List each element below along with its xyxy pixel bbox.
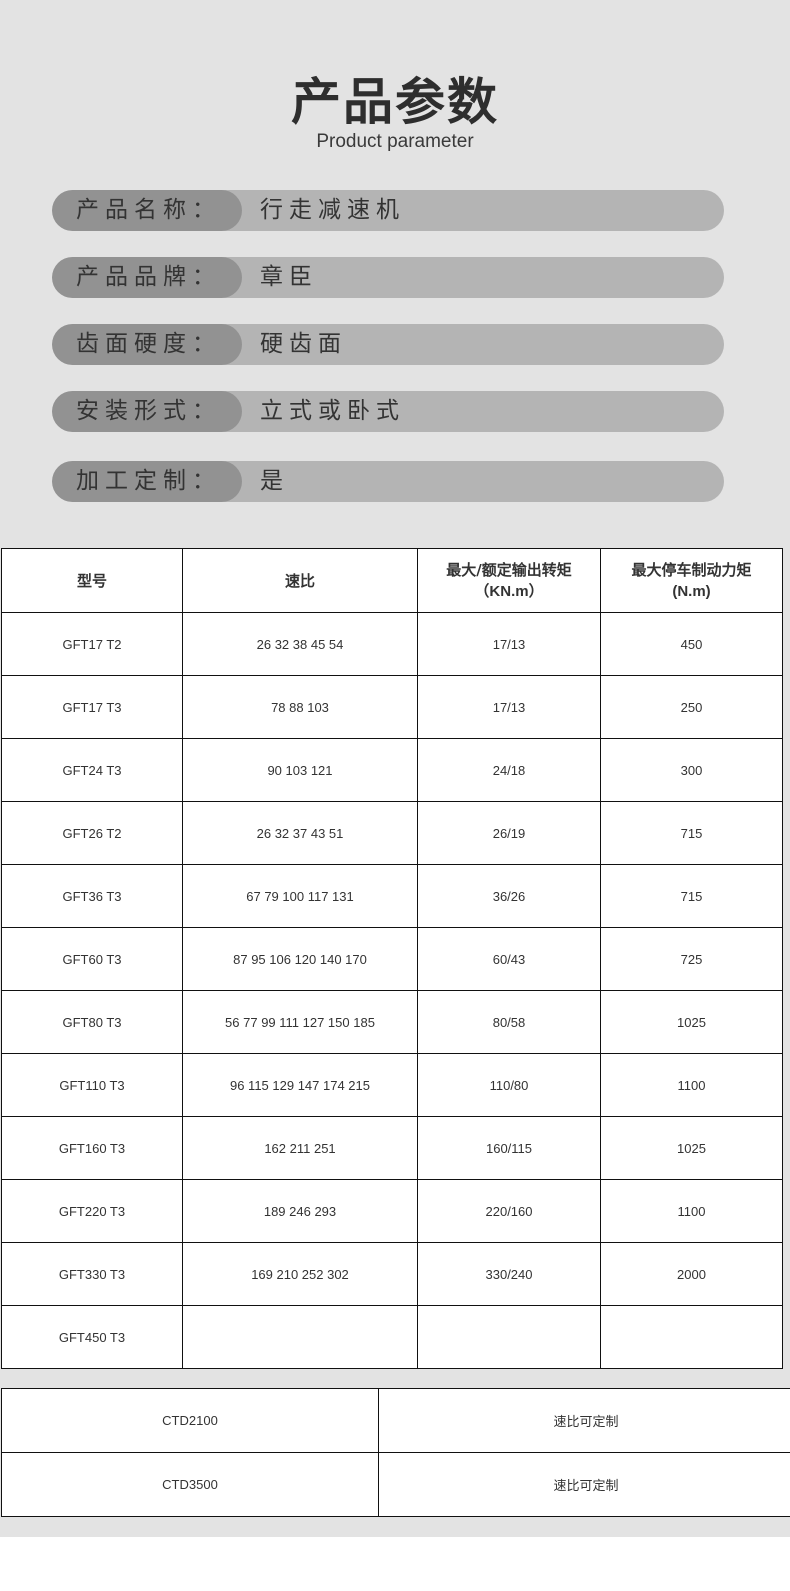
table-cell: GFT330 T3 bbox=[1, 1242, 183, 1306]
spec-row: 安装形式： 立式或卧式 bbox=[52, 391, 724, 432]
spec-value: 行走减速机 bbox=[260, 197, 405, 223]
table-row: GFT60 T3 87 95 106 120 140 170 60/43 725 bbox=[1, 927, 783, 991]
header-unit: (N.m) bbox=[672, 582, 711, 600]
table-row: GFT26 T2 26 32 37 43 51 26/19 715 bbox=[1, 801, 783, 865]
spec-value: 章臣 bbox=[260, 264, 318, 290]
table-cell: 36/26 bbox=[417, 864, 601, 928]
table-row: GFT450 T3 bbox=[1, 1305, 783, 1369]
table-cell: GFT450 T3 bbox=[1, 1305, 183, 1369]
table-cell: 110/80 bbox=[417, 1053, 601, 1117]
table-cell: GFT26 T2 bbox=[1, 801, 183, 865]
table-row: GFT17 T2 26 32 38 45 54 17/13 450 bbox=[1, 612, 783, 676]
spec-label: 产品名称： bbox=[52, 190, 242, 231]
table-cell bbox=[600, 1305, 783, 1369]
table-row: GFT110 T3 96 115 129 147 174 215 110/80 110… bbox=[1, 1053, 783, 1117]
spec-value: 立式或卧式 bbox=[260, 398, 405, 424]
table-cell: 2000 bbox=[600, 1242, 783, 1306]
table-cell: 300 bbox=[600, 738, 783, 802]
table-cell: GFT220 T3 bbox=[1, 1179, 183, 1243]
table-cell: 17/13 bbox=[417, 675, 601, 739]
table-cell: 450 bbox=[600, 612, 783, 676]
table-header-row: 型号 速比 最大/额定输出转矩 （KN.m） 最大停车制动力矩 (N.m) bbox=[1, 548, 783, 613]
table-cell: 78 88 103 bbox=[182, 675, 418, 739]
table-cell bbox=[417, 1305, 601, 1369]
table-cell: 67 79 100 117 131 bbox=[182, 864, 418, 928]
table-cell: 1100 bbox=[600, 1053, 783, 1117]
column-header: 最大停车制动力矩 (N.m) bbox=[600, 548, 783, 613]
spec-label: 安装形式： bbox=[52, 391, 242, 432]
spec-label: 加工定制： bbox=[52, 461, 242, 502]
table-cell: CTD3500 bbox=[1, 1452, 379, 1517]
table-row: GFT24 T3 90 103 121 24/18 300 bbox=[1, 738, 783, 802]
page-subtitle: Product parameter bbox=[316, 131, 474, 152]
table-cell: 60/43 bbox=[417, 927, 601, 991]
header-line1: 速比 bbox=[284, 571, 315, 590]
table-cell: 160/115 bbox=[417, 1116, 601, 1180]
table-cell: 1100 bbox=[600, 1179, 783, 1243]
table-cell: 速比可定制 bbox=[378, 1452, 790, 1517]
spec-row: 加工定制： 是 bbox=[52, 461, 724, 502]
table-cell: GFT17 T3 bbox=[1, 675, 183, 739]
table-cell: 96 115 129 147 174 215 bbox=[182, 1053, 418, 1117]
table-cell: 250 bbox=[600, 675, 783, 739]
header-line1: 型号 bbox=[76, 571, 107, 590]
column-header: 型号 bbox=[1, 548, 183, 613]
table-cell: 169 210 252 302 bbox=[182, 1242, 418, 1306]
table-cell: 26 32 37 43 51 bbox=[182, 801, 418, 865]
spec-row: 齿面硬度： 硬齿面 bbox=[52, 324, 724, 365]
table-cell: 56 77 99 111 127 150 185 bbox=[182, 990, 418, 1054]
table-cell: 725 bbox=[600, 927, 783, 991]
header-unit: （KN.m） bbox=[474, 582, 544, 600]
table-cell: 1025 bbox=[600, 1116, 783, 1180]
table-row: GFT330 T3 169 210 252 302 330/240 2000 bbox=[1, 1242, 783, 1306]
table-cell: 715 bbox=[600, 801, 783, 865]
table-row: CTD2100 速比可定制 bbox=[1, 1388, 790, 1453]
table-cell: 26 32 38 45 54 bbox=[182, 612, 418, 676]
table-cell: 1025 bbox=[600, 990, 783, 1054]
table-cell: 330/240 bbox=[417, 1242, 601, 1306]
spec-label: 齿面硬度： bbox=[52, 324, 242, 365]
table-cell: 速比可定制 bbox=[378, 1388, 790, 1453]
parameter-table: 型号 速比 最大/额定输出转矩 （KN.m） 最大停车制动力矩 (N.m) GFT17 T… bbox=[1, 548, 783, 1369]
table-cell: GFT110 T3 bbox=[1, 1053, 183, 1117]
table-cell: 220/160 bbox=[417, 1179, 601, 1243]
table-cell: 715 bbox=[600, 864, 783, 928]
table-cell: 189 246 293 bbox=[182, 1179, 418, 1243]
table-row: CTD3500 速比可定制 bbox=[1, 1452, 790, 1517]
table-cell: 90 103 121 bbox=[182, 738, 418, 802]
table-cell: GFT36 T3 bbox=[1, 864, 183, 928]
table-row: GFT220 T3 189 246 293 220/160 1100 bbox=[1, 1179, 783, 1243]
custom-model-table: CTD2100 速比可定制 CTD3500 速比可定制 bbox=[1, 1388, 790, 1517]
spec-value: 是 bbox=[260, 468, 289, 494]
column-header: 最大/额定输出转矩 （KN.m） bbox=[417, 548, 601, 613]
table-cell: GFT24 T3 bbox=[1, 738, 183, 802]
page-title: 产品参数 bbox=[291, 73, 499, 131]
table-cell: 24/18 bbox=[417, 738, 601, 802]
table-cell: GFT60 T3 bbox=[1, 927, 183, 991]
table-cell: CTD2100 bbox=[1, 1388, 379, 1453]
table-row: GFT36 T3 67 79 100 117 131 36/26 715 bbox=[1, 864, 783, 928]
table-cell bbox=[182, 1305, 418, 1369]
spec-label: 产品品牌： bbox=[52, 257, 242, 298]
column-header: 速比 bbox=[182, 548, 418, 613]
spec-value: 硬齿面 bbox=[260, 331, 347, 357]
header-line1: 最大停车制动力矩 bbox=[631, 560, 752, 579]
table-cell: 17/13 bbox=[417, 612, 601, 676]
table-cell: GFT17 T2 bbox=[1, 612, 183, 676]
table-cell: 87 95 106 120 140 170 bbox=[182, 927, 418, 991]
table-row: GFT160 T3 162 211 251 160/115 1025 bbox=[1, 1116, 783, 1180]
table-cell: GFT80 T3 bbox=[1, 990, 183, 1054]
table-cell: 26/19 bbox=[417, 801, 601, 865]
spec-row: 产品品牌： 章臣 bbox=[52, 257, 724, 298]
table-cell: 162 211 251 bbox=[182, 1116, 418, 1180]
table-row: GFT80 T3 56 77 99 111 127 150 185 80/58 102… bbox=[1, 990, 783, 1054]
spec-row: 产品名称： 行走减速机 bbox=[52, 190, 724, 231]
table-cell: 80/58 bbox=[417, 990, 601, 1054]
header-line1: 最大/额定输出转矩 bbox=[446, 560, 572, 579]
table-row: GFT17 T3 78 88 103 17/13 250 bbox=[1, 675, 783, 739]
table-cell: GFT160 T3 bbox=[1, 1116, 183, 1180]
